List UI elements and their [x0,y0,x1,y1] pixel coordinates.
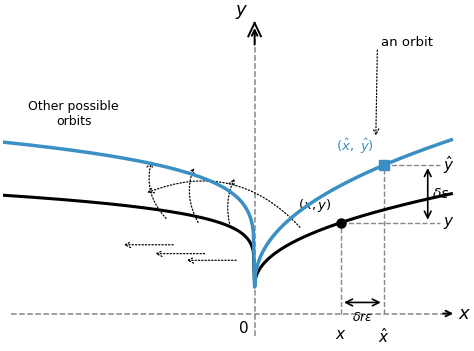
Text: $\delta\varepsilon$: $\delta\varepsilon$ [432,187,450,201]
Text: Other possible
orbits: Other possible orbits [28,100,119,128]
Text: $\hat{x}$: $\hat{x}$ [378,327,390,346]
Text: $\hat{y}$: $\hat{y}$ [444,154,455,176]
Text: $0$: $0$ [237,320,248,336]
Text: $x$: $x$ [458,305,471,323]
Text: $\delta r\varepsilon$: $\delta r\varepsilon$ [352,311,373,324]
Text: an orbit: an orbit [381,37,433,49]
Text: $(x, y)$: $(x, y)$ [298,197,332,214]
Text: $(\hat{x},\ \hat{y})$: $(\hat{x},\ \hat{y})$ [336,137,374,156]
Text: $y$: $y$ [444,214,455,231]
Text: $x$: $x$ [336,327,347,342]
Text: $y$: $y$ [235,3,248,21]
